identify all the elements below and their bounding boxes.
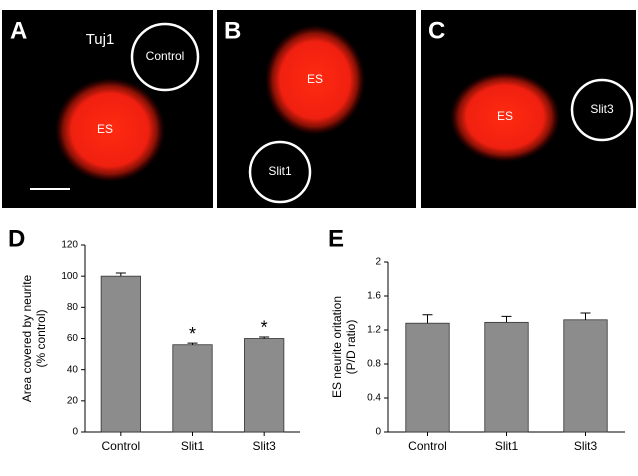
bar	[172, 344, 213, 433]
y-tick-label: 0.4	[367, 393, 381, 404]
y-tick-label: 0.8	[367, 359, 381, 370]
y-axis-label: ES neurite oritation	[330, 296, 344, 398]
es-label: ES	[497, 109, 513, 123]
panel-letter: D	[8, 225, 25, 252]
y-tick-label: 2	[375, 257, 381, 268]
es-label: ES	[97, 122, 113, 136]
y-axis-label: Area covered by neurite	[20, 274, 34, 402]
stain-label: Tuj1	[86, 31, 115, 48]
bar	[244, 338, 285, 433]
error-bar	[187, 342, 198, 345]
bead-label: Slit3	[590, 102, 614, 116]
significance-mark: *	[189, 324, 196, 344]
y-axis-label: (% control)	[34, 309, 48, 367]
error-bar	[115, 272, 126, 277]
panel-letter: E	[328, 225, 344, 252]
x-tick-label: Slit1	[495, 439, 519, 453]
bar	[563, 319, 608, 433]
y-tick-label: 80	[67, 302, 79, 313]
y-tick-label: 120	[61, 240, 78, 251]
es-label: ES	[307, 72, 323, 86]
cell-blob	[450, 72, 560, 162]
significance-mark: *	[261, 318, 268, 338]
bead-circle	[570, 78, 634, 142]
x-tick-label: Control	[101, 439, 140, 453]
y-tick-label: 0	[375, 427, 381, 438]
error-bar	[580, 312, 591, 320]
x-tick-label: Control	[408, 439, 447, 453]
bead-label: Control	[146, 49, 185, 63]
y-tick-label: 20	[67, 395, 79, 406]
panel-letter: B	[224, 17, 241, 44]
bar	[484, 321, 529, 433]
cell-blob	[55, 78, 165, 182]
y-tick-label: 1.6	[367, 291, 381, 302]
cell-blob	[265, 25, 365, 135]
error-bar	[422, 314, 433, 324]
y-tick-label: 100	[61, 271, 78, 282]
y-tick-label: 40	[67, 364, 79, 375]
x-tick-label: Slit1	[181, 439, 205, 453]
bead-label: Slit1	[268, 164, 292, 178]
error-bar	[259, 336, 270, 339]
error-bar	[501, 315, 512, 323]
y-axis-label: (P/D ratio)	[344, 320, 358, 375]
y-tick-label: 0	[72, 427, 78, 438]
x-tick-label: Slit3	[252, 439, 276, 453]
y-tick-label: 60	[67, 333, 79, 344]
x-tick-label: Slit3	[574, 439, 598, 453]
bar	[100, 275, 141, 433]
y-tick-label: 1.2	[367, 325, 381, 336]
panel-letter: A	[10, 17, 27, 44]
bar	[405, 322, 450, 433]
bead-circle	[130, 22, 200, 92]
panel-letter: C	[428, 17, 445, 44]
bead-circle	[248, 140, 312, 204]
